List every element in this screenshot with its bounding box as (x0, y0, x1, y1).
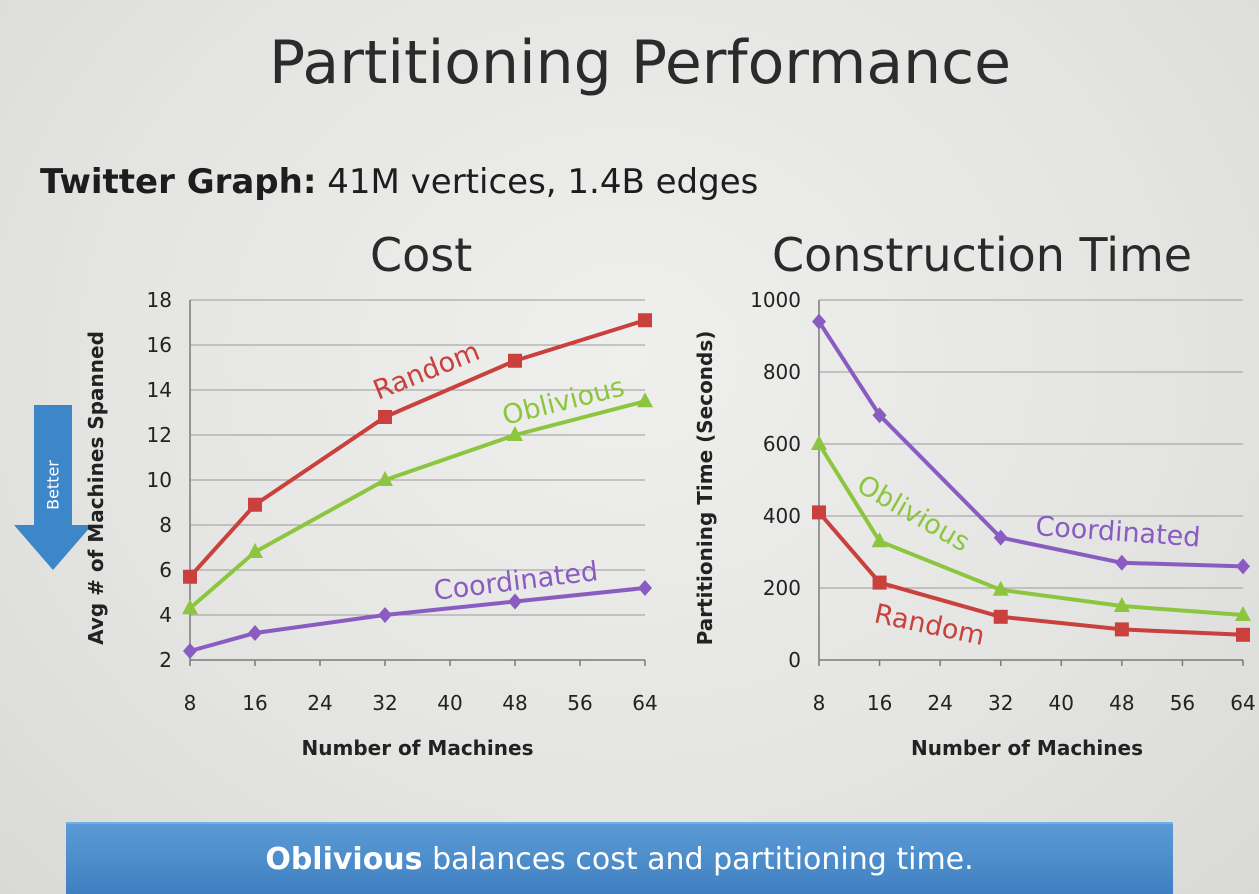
cost-y-tick-label: 14 (147, 378, 172, 402)
cost-y-tick-label: 18 (147, 288, 172, 312)
time-x-axis-label: Number of Machines (911, 736, 1143, 760)
time-y-tick-label: 800 (763, 360, 801, 384)
cost-x-tick-label: 8 (184, 691, 197, 715)
time-point-oblivious (1113, 597, 1130, 612)
cost-x-tick-label: 64 (632, 691, 657, 715)
time-x-tick-label: 32 (988, 691, 1013, 715)
cost-x-tick-label: 24 (307, 691, 332, 715)
cost-point-coordinated (638, 580, 652, 596)
cost-y-tick-label: 4 (159, 603, 172, 627)
cost-x-axis-label: Number of Machines (302, 736, 534, 760)
time-point-random (993, 609, 1008, 624)
time-point-oblivious (871, 532, 888, 548)
cost-point-random (183, 569, 197, 584)
cost-point-coordinated (183, 643, 197, 659)
cost-x-tick-label: 40 (437, 691, 462, 715)
cost-y-tick-label: 8 (159, 513, 172, 537)
time-point-coordinated (872, 407, 887, 424)
cost-point-coordinated (248, 625, 262, 641)
banner-bold: Oblivious (265, 842, 423, 877)
time-point-oblivious (811, 435, 827, 450)
cost-point-random (508, 353, 522, 368)
time-point-coordinated (812, 313, 826, 330)
cost-point-oblivious (182, 599, 198, 615)
subtitle-bold: Twitter Graph: (40, 162, 317, 202)
cost-series-line-coordinated (189, 586, 646, 653)
cost-y-tick-label: 10 (147, 468, 172, 492)
slide-title: Partitioning Performance (268, 28, 1012, 98)
time-series-label-coordinated: Coordinated (1035, 511, 1202, 553)
cost-y-tick-label: 12 (147, 423, 172, 447)
cost-point-oblivious (637, 392, 653, 408)
cost-point-oblivious (247, 543, 263, 558)
cost-x-tick-label: 48 (502, 691, 527, 715)
cost-point-coordinated (378, 607, 392, 623)
time-y-axis-label: Partitioning Time (Seconds) (693, 331, 717, 646)
time-point-random (812, 505, 826, 520)
subtitle-rest: 41M vertices, 1.4B edges (316, 162, 759, 202)
time-x-tick-label: 64 (1230, 691, 1255, 715)
better-arrow-icon (14, 405, 92, 570)
cost-x-tick-label: 16 (242, 691, 267, 715)
time-series-label-oblivious: Oblivious (852, 469, 975, 558)
cost-point-random (248, 497, 262, 512)
cost-x-tick-label: 56 (567, 691, 592, 715)
banner-rest: balances cost and partitioning time. (422, 842, 974, 877)
time-y-tick-label: 400 (763, 504, 801, 528)
time-point-random (1236, 627, 1250, 642)
time-point-oblivious (992, 580, 1009, 596)
cost-y-tick-label: 16 (147, 333, 172, 357)
time-point-coordinated (1236, 558, 1250, 575)
conclusion-banner: Oblivious balances cost and partitioning… (66, 822, 1173, 894)
cost-y-tick-label: 6 (159, 558, 172, 582)
cost-series-label-random: Random (369, 336, 484, 407)
time-x-tick-label: 56 (1170, 691, 1195, 715)
time-point-random (1114, 622, 1129, 637)
cost-chart-title: Cost (370, 228, 473, 282)
time-y-tick-label: 1000 (750, 288, 801, 312)
time-y-tick-label: 600 (763, 432, 801, 456)
cost-point-oblivious (507, 426, 523, 441)
time-y-tick-label: 0 (788, 648, 801, 672)
cost-point-oblivious (377, 471, 393, 486)
time-chart-title: Construction Time (772, 228, 1193, 282)
cost-point-random (378, 410, 392, 424)
time-chart-group: 0 200 400 600 800 1000 8 16 24 32 40 48 56 64 Number o… (693, 288, 1256, 760)
cost-point-random (638, 313, 652, 328)
time-x-tick-label: 16 (867, 691, 892, 715)
time-x-tick-label: 40 (1049, 691, 1074, 715)
time-x-tick-label: 24 (927, 691, 952, 715)
cost-y-tick-label: 2 (159, 648, 172, 672)
time-point-random (872, 575, 887, 590)
time-point-coordinated (1114, 554, 1129, 571)
cost-y-axis-label: Avg # of Machines Spanned (84, 331, 108, 645)
time-x-tick-label: 8 (813, 691, 826, 715)
time-point-coordinated (993, 529, 1008, 546)
time-y-tick-label: 200 (763, 576, 801, 600)
cost-point-coordinated (508, 593, 522, 610)
time-x-tick-label: 48 (1109, 691, 1134, 715)
slide-subtitle: Twitter Graph: 41M vertices, 1.4B edges (40, 162, 758, 202)
time-point-oblivious (1235, 606, 1251, 621)
cost-x-tick-label: 32 (372, 691, 397, 715)
